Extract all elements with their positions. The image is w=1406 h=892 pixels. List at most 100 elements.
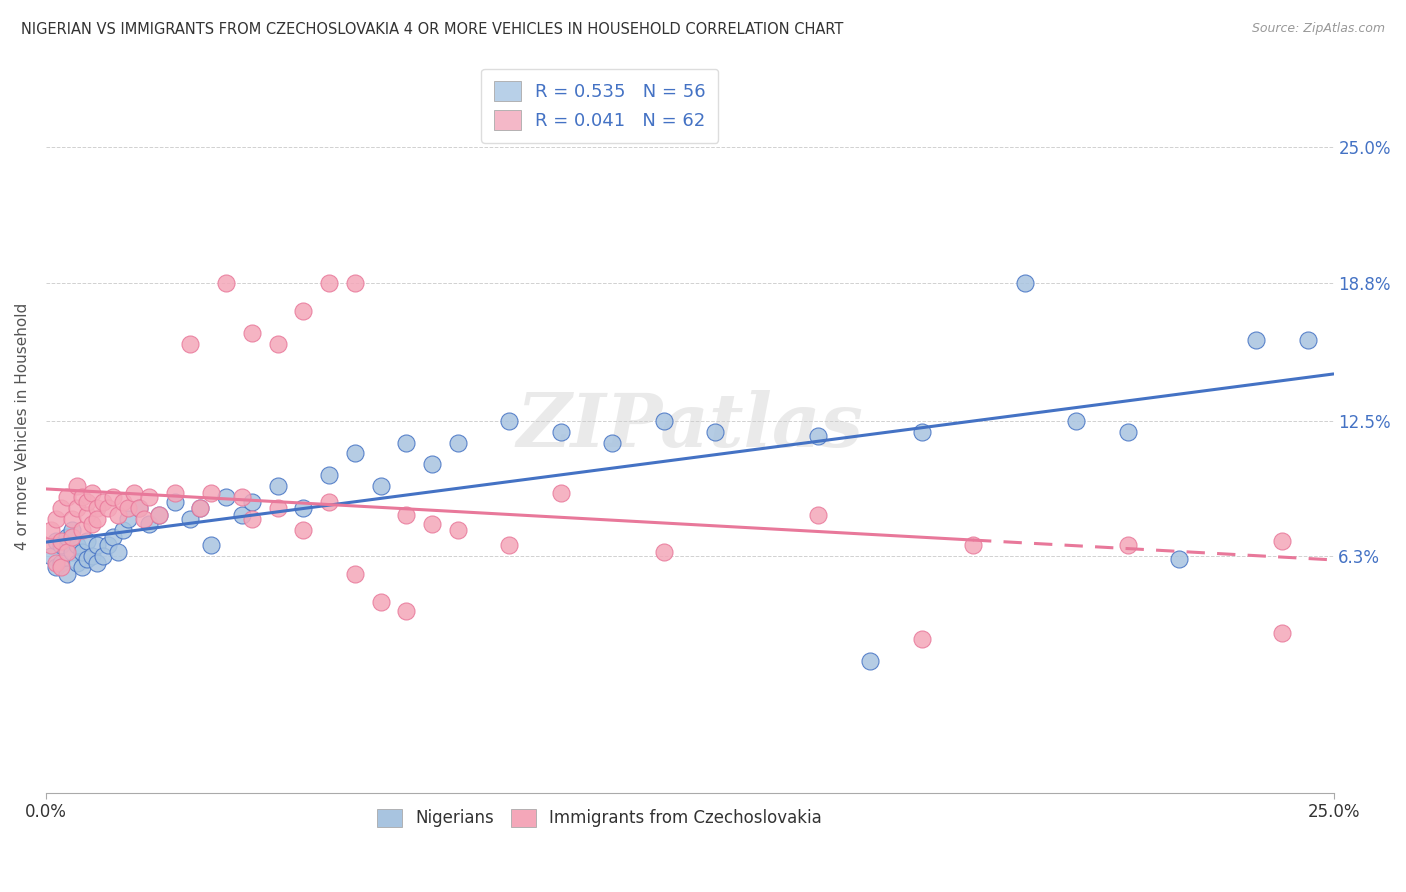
Point (70, 523, 93, 537)
Point (807, 508, 830, 522)
Point (60, 523, 83, 537)
Point (240, 512, 263, 526)
Point (112, 494, 135, 508)
Point (292, 501, 315, 516)
Point (343, 276, 366, 290)
Point (51, 560, 73, 574)
Point (86, 501, 108, 516)
Point (132, 512, 155, 526)
Point (91, 494, 114, 508)
Point (602, 435, 624, 450)
Point (550, 486, 572, 500)
Point (1116, 425, 1139, 439)
Point (447, 523, 470, 537)
Point (39, 549, 62, 564)
Point (82, 549, 104, 564)
Point (910, 632, 932, 647)
Point (318, 468, 340, 483)
Point (343, 446, 366, 460)
Point (179, 512, 201, 526)
Point (318, 494, 340, 508)
Point (267, 501, 290, 516)
Point (292, 304, 315, 318)
Point (55, 545, 77, 559)
Point (231, 490, 253, 504)
Point (370, 595, 392, 609)
Point (395, 604, 418, 618)
Point (91, 549, 114, 564)
Point (163, 486, 186, 500)
Point (807, 429, 830, 443)
Point (70, 560, 93, 574)
Legend: Nigerians, Immigrants from Czechoslovakia: Nigerians, Immigrants from Czechoslovaki… (368, 800, 831, 836)
Point (498, 414, 520, 428)
Point (318, 276, 340, 290)
Text: ZIPatlas: ZIPatlas (516, 390, 863, 462)
Point (117, 501, 139, 516)
Point (1271, 626, 1294, 640)
Point (395, 435, 418, 450)
Point (420, 516, 443, 531)
Point (76, 551, 98, 566)
Point (1168, 551, 1191, 566)
Point (1246, 333, 1268, 347)
Point (107, 508, 129, 522)
Point (76, 494, 98, 508)
Point (39, 538, 62, 552)
Point (240, 494, 263, 508)
Point (51, 556, 73, 570)
Point (148, 508, 170, 522)
Point (45, 560, 67, 574)
Point (447, 435, 470, 450)
Point (51, 501, 73, 516)
Point (859, 654, 882, 668)
Point (231, 508, 253, 522)
Point (910, 425, 932, 439)
Point (70, 545, 93, 559)
Point (45, 556, 67, 570)
Point (60, 545, 83, 559)
Point (395, 508, 418, 522)
Point (200, 486, 222, 500)
Point (1271, 534, 1294, 549)
Point (60, 530, 83, 544)
Point (420, 458, 443, 472)
Point (138, 490, 160, 504)
Point (55, 566, 77, 581)
Point (292, 523, 315, 537)
Point (66, 556, 89, 570)
Point (86, 512, 108, 526)
Text: Source: ZipAtlas.com: Source: ZipAtlas.com (1251, 22, 1385, 36)
Point (1116, 538, 1139, 552)
Point (652, 545, 675, 559)
Point (70, 490, 93, 504)
Point (76, 508, 98, 522)
Point (704, 425, 727, 439)
Point (45, 534, 67, 549)
Point (76, 534, 98, 549)
Point (267, 337, 290, 351)
Point (112, 523, 135, 537)
Point (45, 512, 67, 526)
Point (343, 566, 366, 581)
Point (1296, 333, 1319, 347)
Point (55, 490, 77, 504)
Point (215, 490, 238, 504)
Point (51, 538, 73, 552)
Point (190, 501, 212, 516)
Point (267, 479, 290, 493)
Point (163, 494, 186, 508)
Point (122, 486, 145, 500)
Point (215, 276, 238, 290)
Point (128, 501, 150, 516)
Point (962, 538, 984, 552)
Point (55, 530, 77, 544)
Point (97, 538, 120, 552)
Point (51, 534, 73, 549)
Point (1014, 276, 1036, 290)
Point (240, 326, 263, 340)
Point (66, 479, 89, 493)
Point (60, 512, 83, 526)
Point (66, 538, 89, 552)
Point (498, 538, 520, 552)
